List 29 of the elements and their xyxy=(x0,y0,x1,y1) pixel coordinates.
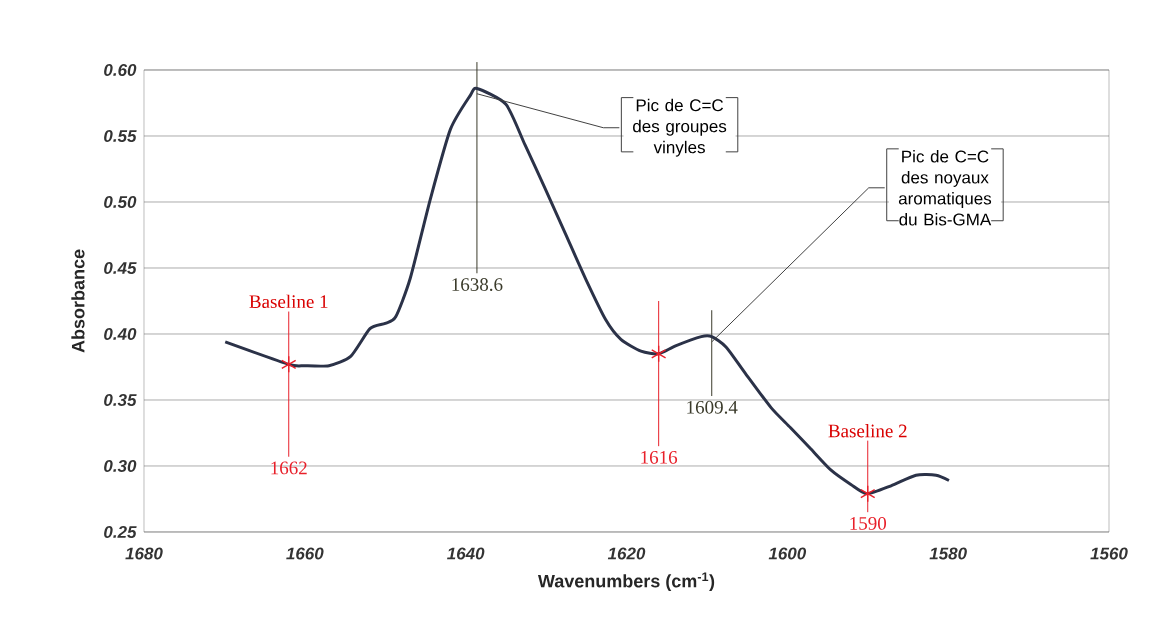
x-tick-label: 1560 xyxy=(1090,547,1128,560)
ref-line-label: 1609.4 xyxy=(687,400,738,414)
y-tick-label: 0.30 xyxy=(104,459,137,473)
annotation: Pic de C=C des groupes vinyles xyxy=(633,98,727,157)
x-tick-label: 1680 xyxy=(125,547,163,560)
ref-line-label: 1662 xyxy=(271,461,307,475)
x-tick-label: 1580 xyxy=(929,547,967,560)
x-tick-label: 1640 xyxy=(447,547,485,560)
x-tick-label: 1620 xyxy=(607,547,646,560)
y-tick-label: 0.40 xyxy=(104,327,137,341)
point xyxy=(860,485,876,503)
y-tick-label: 0.25 xyxy=(104,525,137,539)
y-tick-label: 0.50 xyxy=(104,195,137,209)
x-tick-label: 1660 xyxy=(286,547,324,560)
annotation: Baseline 1 xyxy=(249,294,328,309)
ref-line-label: 1616 xyxy=(641,451,678,464)
y-tick-label: 0.60 xyxy=(104,63,137,77)
y-tick-label: 0.45 xyxy=(104,261,137,275)
ref-line-label: 1638.6 xyxy=(452,278,503,291)
y-tick-label: 0.35 xyxy=(104,393,137,407)
y-tick-label: 0.55 xyxy=(104,129,137,143)
y-axis-title: Absorbance xyxy=(71,249,85,353)
x-axis-title: Wavenumbers (cm$^{-1}$) xyxy=(537,572,715,592)
point xyxy=(281,355,297,374)
annotation: Baseline 2 xyxy=(828,424,907,438)
x-tick-label: 1600 xyxy=(768,547,807,560)
point xyxy=(651,345,667,363)
ref-line-label: 1590 xyxy=(850,517,887,530)
annotation: Pic de C=C des noyaux aromatiques du Bis-GMA xyxy=(898,150,992,226)
